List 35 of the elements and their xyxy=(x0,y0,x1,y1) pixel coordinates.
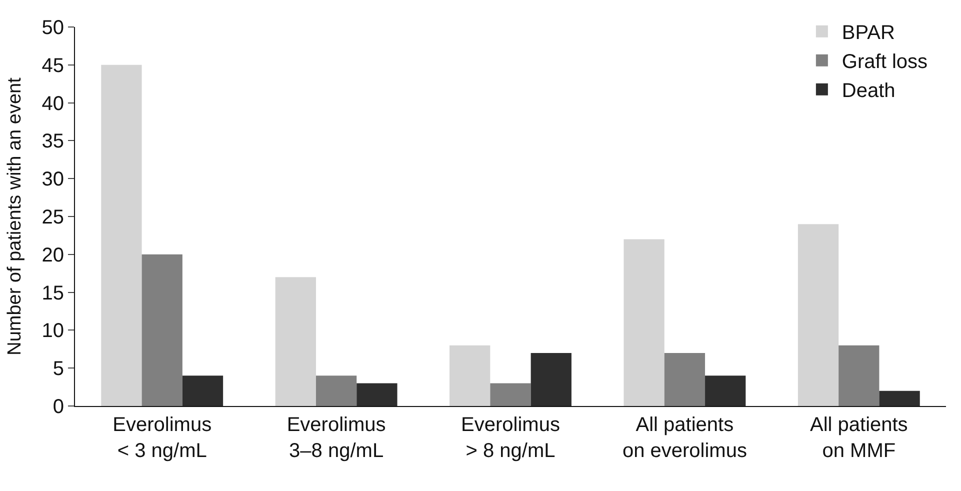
bar xyxy=(182,376,224,406)
bar xyxy=(798,224,839,406)
bar xyxy=(838,345,880,406)
bar xyxy=(142,254,182,406)
y-tick-label: 35 xyxy=(42,130,64,153)
legend-label: Graft loss xyxy=(842,51,928,74)
bar xyxy=(624,239,664,406)
bar xyxy=(490,383,531,406)
y-tick-label: 20 xyxy=(42,244,64,266)
x-tick-label: Everolimus 3–8 ng/mL xyxy=(286,414,386,462)
y-tick-label: 45 xyxy=(42,54,64,77)
y-axis-title: Number of patients with an event xyxy=(4,76,26,356)
bar xyxy=(316,376,357,406)
bar xyxy=(450,345,490,406)
x-tick-label: All patients on everolimus xyxy=(622,414,747,462)
bar xyxy=(356,383,398,406)
bar xyxy=(275,277,316,406)
x-tick-label: All patients on MMF xyxy=(810,414,908,462)
legend-label: BPAR xyxy=(842,22,895,44)
x-tick-label: Everolimus > 8 ng/mL xyxy=(461,414,560,462)
bar xyxy=(664,352,706,406)
y-tick-label: 25 xyxy=(42,206,64,228)
x-tick-label: Everolimus < 3 ng/mL xyxy=(112,414,212,462)
bar xyxy=(530,352,572,406)
y-tick-label: 50 xyxy=(42,17,64,39)
y-tick-label: 40 xyxy=(42,92,64,115)
y-tick-label: 5 xyxy=(52,358,64,380)
y-tick-label: 10 xyxy=(42,320,64,342)
y-tick-label: 15 xyxy=(42,282,64,304)
bar xyxy=(705,376,746,406)
bar xyxy=(101,64,142,406)
y-tick-label: 0 xyxy=(52,396,64,418)
legend-label: Death xyxy=(842,80,896,102)
y-tick-label: 30 xyxy=(42,168,64,191)
bar xyxy=(879,390,920,406)
